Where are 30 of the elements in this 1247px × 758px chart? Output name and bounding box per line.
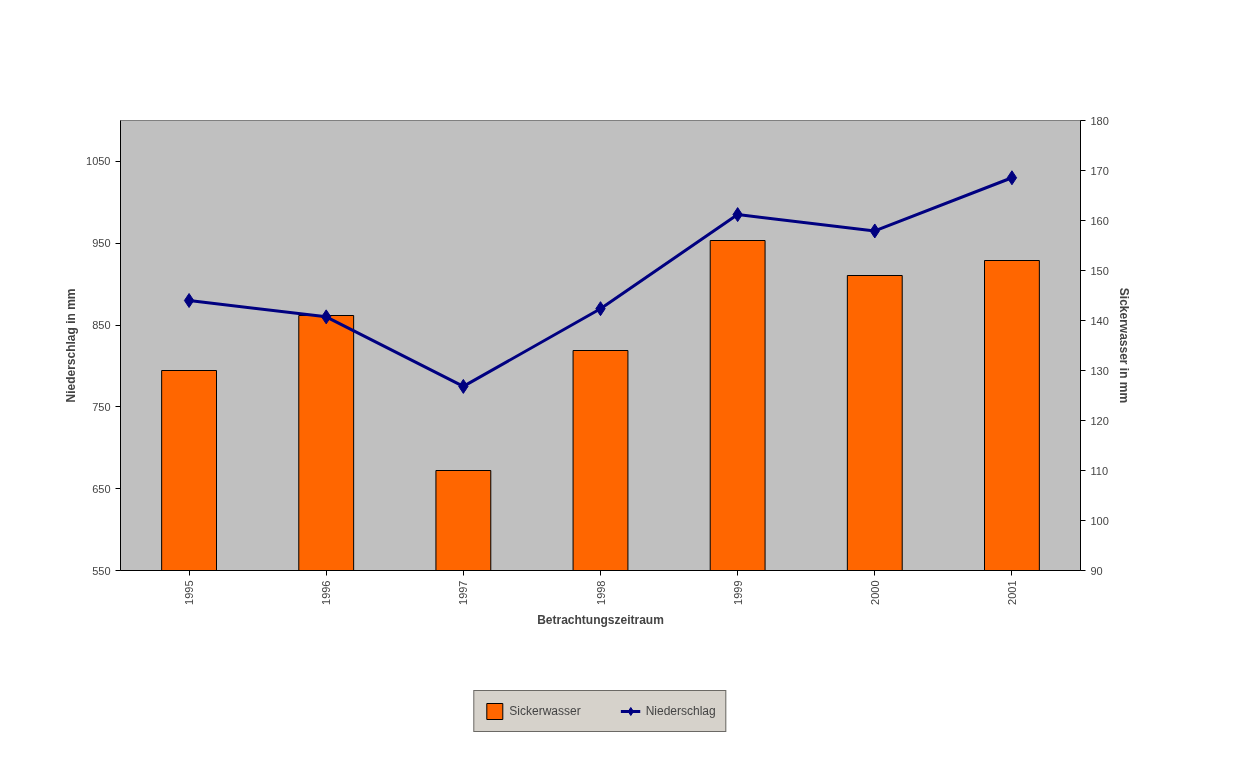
x-tick-label: 1997 <box>457 580 470 605</box>
y2-axis-title: Sickerwasser in mm <box>1116 287 1131 404</box>
y2-tick-label: 150 <box>1090 264 1109 277</box>
y-tick-label: 850 <box>92 319 111 332</box>
y-tick-label: 650 <box>92 482 111 495</box>
legend-label: Sickerwasser <box>509 703 581 718</box>
x-tick-label: 2000 <box>868 580 881 605</box>
x-tick-label: 1998 <box>594 580 607 605</box>
y2-tick-label: 160 <box>1090 214 1109 227</box>
y2-tick-label: 110 <box>1090 464 1109 477</box>
y-tick-label: 1050 <box>86 155 111 168</box>
point <box>1006 170 1018 186</box>
y-tick-label: 950 <box>92 237 111 250</box>
y2-tick-label: 130 <box>1090 364 1109 377</box>
y2-tick-label: 90 <box>1090 564 1103 577</box>
y2-tick-label: 170 <box>1090 164 1109 177</box>
x-tick-label: 1995 <box>183 580 196 605</box>
y2-tick-label: 100 <box>1090 514 1109 527</box>
y-tick-label: 750 <box>92 400 111 413</box>
x-tick-label: 1996 <box>320 580 333 605</box>
x-tick-label: 2001 <box>1005 580 1018 605</box>
y2-tick-label: 180 <box>1090 114 1109 127</box>
point <box>183 293 195 308</box>
y2-tick-label: 120 <box>1090 414 1109 427</box>
y-tick-label: 550 <box>92 564 111 577</box>
x-axis-title: Betrachtungszeitraum <box>537 612 664 627</box>
y-axis-title: Niederschlag in mm <box>64 288 79 403</box>
x-tick-label: 1999 <box>731 580 744 605</box>
y2-tick-label: 140 <box>1090 314 1109 327</box>
legend-label: Niederschlag <box>645 703 716 718</box>
